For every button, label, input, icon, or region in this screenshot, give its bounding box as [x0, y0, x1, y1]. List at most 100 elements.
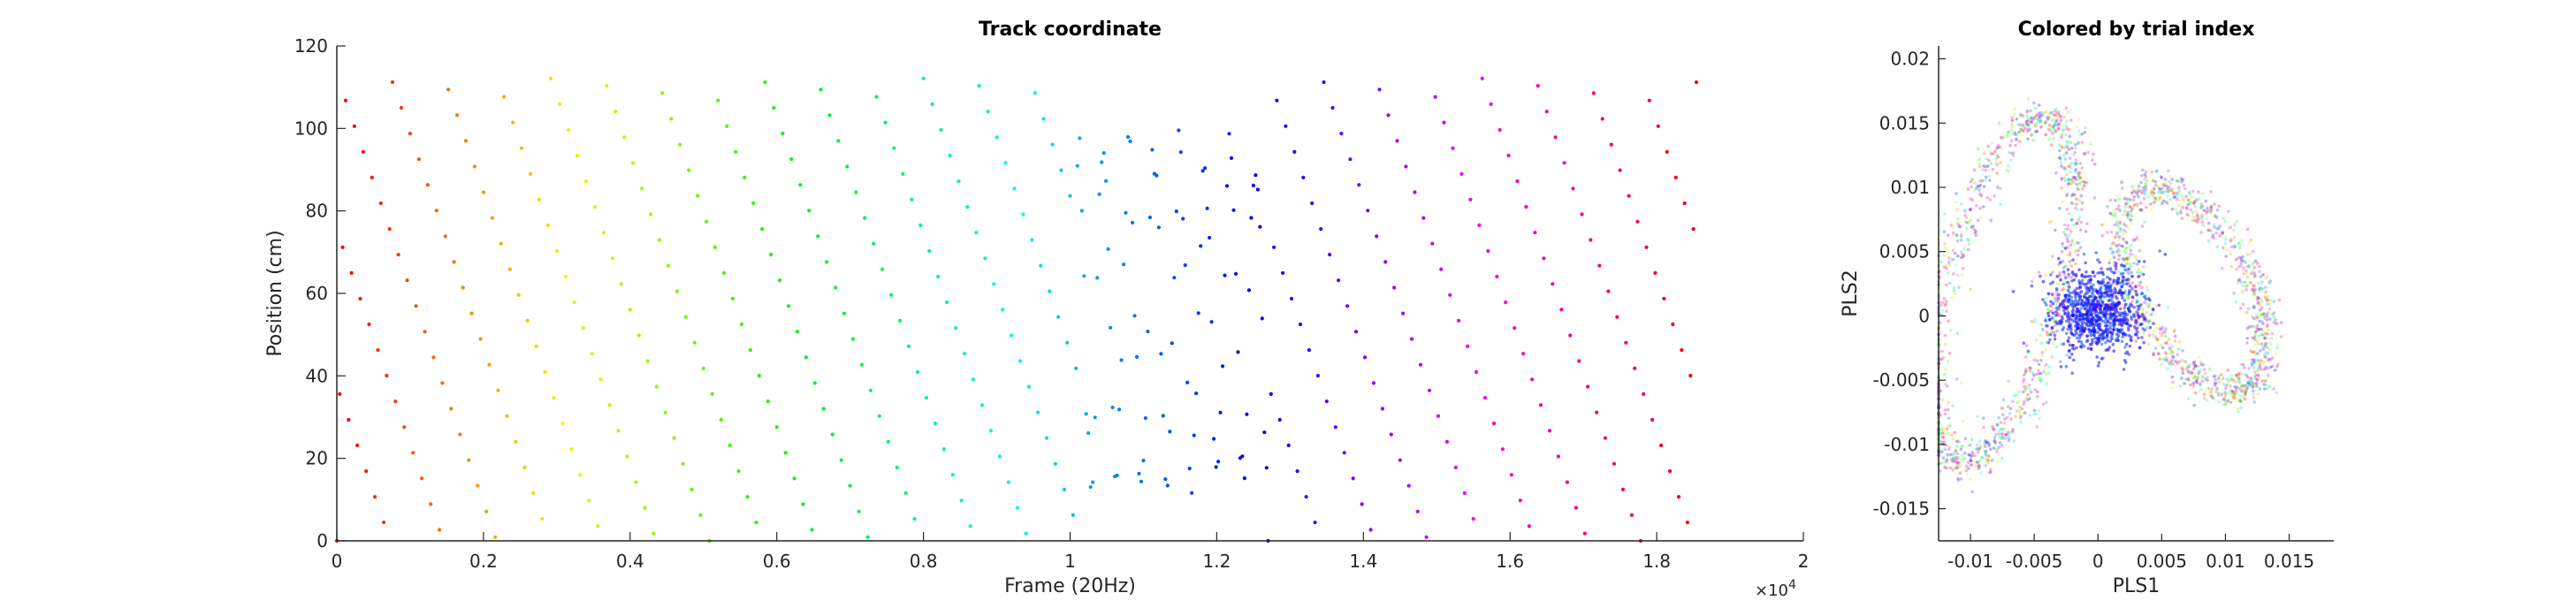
- track-point: [496, 388, 500, 392]
- pls-point: [2141, 186, 2145, 190]
- track-point: [857, 509, 861, 513]
- pls-point: [2222, 382, 2226, 386]
- track-point: [1421, 216, 1426, 220]
- pls-point: [2123, 361, 2128, 364]
- track-point: [423, 330, 427, 334]
- pls-point: [2046, 311, 2050, 315]
- pls-point: [2247, 265, 2251, 269]
- pls-point: [1944, 452, 1948, 456]
- pls-point: [2148, 319, 2152, 323]
- pls-point: [2023, 411, 2027, 414]
- pls-point: [2092, 304, 2097, 308]
- pls-point: [2046, 307, 2050, 311]
- pls-point: [2063, 227, 2068, 231]
- pls-y-tick-label: 0.02: [1890, 49, 1930, 70]
- track-point: [583, 179, 589, 184]
- pls-point: [2244, 374, 2249, 377]
- pls-point: [2192, 403, 2196, 407]
- pls-point: [2039, 125, 2044, 128]
- pls-point: [2214, 381, 2217, 385]
- pls-point: [2260, 319, 2264, 323]
- pls-point: [2208, 229, 2213, 232]
- pls-point: [2235, 257, 2239, 261]
- pls-point: [2140, 191, 2144, 195]
- track-point: [1199, 244, 1203, 248]
- pls-point: [2244, 391, 2248, 395]
- pls-point: [2092, 283, 2095, 287]
- pls-point: [2125, 241, 2129, 245]
- pls-point: [2126, 210, 2130, 214]
- track-point: [1068, 194, 1072, 198]
- pls-point: [2014, 143, 2017, 148]
- pls-point: [1955, 273, 1960, 277]
- pls-point: [2077, 197, 2081, 201]
- pls-point: [2022, 341, 2026, 346]
- pls-point: [2159, 355, 2162, 359]
- pls-point: [2058, 157, 2062, 161]
- pls-point: [1941, 356, 1945, 361]
- pls-point: [2023, 411, 2026, 415]
- pls-point: [1940, 436, 1945, 439]
- pls-point: [2117, 243, 2122, 247]
- pls-point: [2234, 300, 2238, 304]
- track-point: [836, 139, 841, 143]
- track-point: [1143, 416, 1147, 421]
- pls-point: [1993, 436, 1997, 440]
- track-point: [1033, 91, 1037, 95]
- track-point: [739, 322, 744, 327]
- track-point: [1685, 521, 1689, 525]
- pls-point: [2077, 292, 2081, 295]
- pls-point: [1946, 270, 1950, 275]
- pls-point: [2023, 387, 2027, 391]
- pls-point: [2256, 369, 2260, 374]
- pls-point: [1957, 224, 1962, 228]
- track-point: [845, 164, 850, 169]
- pls-point: [2165, 352, 2168, 356]
- pls-point: [2115, 282, 2119, 285]
- pls-point: [2122, 228, 2126, 232]
- pls-point: [2064, 133, 2068, 137]
- pls-point: [2259, 297, 2263, 301]
- pls-point: [2060, 186, 2063, 190]
- track-point: [1062, 487, 1066, 492]
- track-point: [1233, 271, 1238, 276]
- pls-point: [2251, 293, 2255, 296]
- track-point: [705, 219, 709, 224]
- pls-point: [1997, 415, 2001, 420]
- pls-point: [2186, 202, 2190, 207]
- pls-point: [1978, 164, 1982, 169]
- pls-point: [2075, 331, 2078, 335]
- track-point: [511, 120, 515, 125]
- pls-point: [1979, 471, 1983, 475]
- track-point: [872, 241, 876, 246]
- pls-point: [1998, 435, 2001, 439]
- pls-point: [2252, 262, 2256, 265]
- pls-point: [1960, 453, 1964, 458]
- pls-point: [2057, 293, 2061, 297]
- pls-point: [2255, 339, 2260, 344]
- pls-point: [2110, 289, 2114, 293]
- pls-point: [2136, 194, 2139, 197]
- pls-point: [2174, 360, 2178, 363]
- track-point: [1533, 231, 1537, 235]
- pls-point: [2125, 275, 2130, 279]
- pls-point: [2066, 280, 2069, 285]
- pls-point: [2161, 325, 2165, 330]
- pls-point: [2051, 131, 2054, 135]
- pls-point: [2275, 391, 2278, 395]
- pls-point: [1970, 225, 1973, 229]
- pls-point: [2176, 197, 2179, 201]
- pls-point: [2134, 255, 2138, 259]
- pls-point: [2236, 386, 2240, 390]
- pls-point: [2145, 205, 2148, 209]
- pls-point: [2258, 270, 2261, 273]
- x-tick-label: 1.4: [1349, 551, 1377, 572]
- pls-point: [2126, 270, 2130, 275]
- pls-point: [2071, 344, 2075, 347]
- track-point: [429, 502, 433, 506]
- pls-point: [1951, 460, 1955, 464]
- pls-point: [2258, 376, 2261, 380]
- pls-point: [2239, 258, 2244, 262]
- pls-point: [2205, 217, 2209, 221]
- y-tick-label: 0: [316, 530, 328, 551]
